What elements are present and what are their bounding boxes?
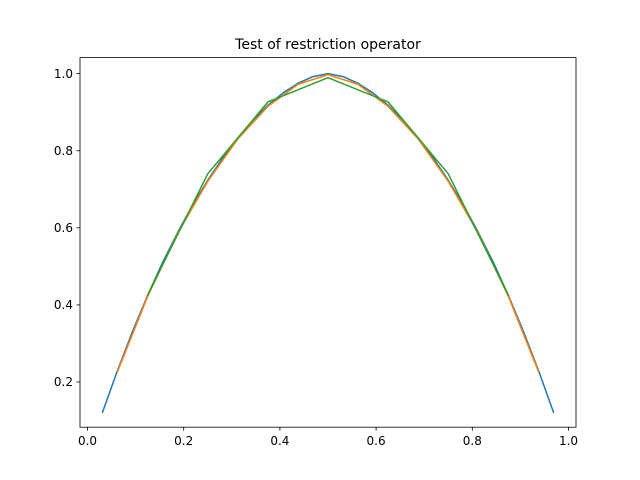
y-tick-label: 0.4	[54, 298, 73, 312]
chart-title: Test of restriction operator	[234, 37, 421, 53]
y-tick-label: 1.0	[54, 67, 73, 81]
x-tick-label: 0.6	[367, 434, 386, 448]
x-tick-label: 0.2	[174, 434, 193, 448]
series-line-2	[116, 73, 540, 373]
x-tick-label: 0.4	[270, 434, 289, 448]
x-tick-label: 0.0	[78, 434, 97, 448]
y-tick-label: 0.6	[54, 221, 73, 235]
plot-area-frame	[79, 57, 577, 428]
y-tick-label: 0.2	[54, 375, 73, 389]
series-layer	[101, 72, 555, 414]
x-axis: 0.0 0.2 0.4 0.6 0.8 1.0	[78, 427, 578, 448]
y-tick-label: 0.8	[54, 144, 73, 158]
series-line-3	[146, 76, 510, 297]
x-tick-label: 0.8	[463, 434, 482, 448]
x-tick-label: 1.0	[559, 434, 578, 448]
y-axis: 0.2 0.4 0.6 0.8 1.0	[54, 67, 80, 389]
